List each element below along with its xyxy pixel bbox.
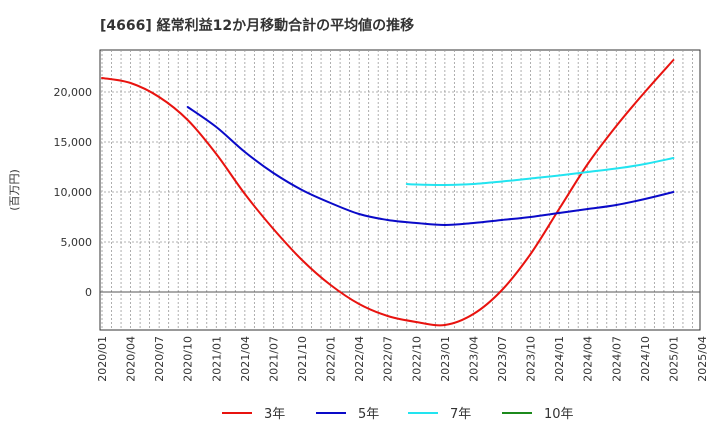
y-axis: 0 5,000 10,000 15,000 20,000 [54, 86, 93, 299]
series-line-3 [405, 157, 675, 187]
x-tick-label: 2021/04 [239, 336, 252, 382]
series-line-2 [186, 106, 675, 226]
plot-area [99, 49, 701, 331]
x-tick-label: 2025/04 [696, 336, 709, 382]
y-axis-label: (百万円) [8, 169, 21, 211]
x-tick-label: 2023/01 [439, 336, 452, 382]
legend-label-4: 10年 [544, 407, 574, 422]
series-line-1 [101, 59, 675, 327]
x-tick-label: 2022/07 [382, 336, 395, 382]
series-layer [101, 59, 675, 327]
y-tick-label: 20,000 [54, 86, 93, 99]
x-axis: 2020/01 2020/04 2020/07 2020/10 2021/01 2021/… [96, 336, 709, 382]
grid-layer [100, 50, 700, 330]
x-tick-label: 2024/04 [582, 336, 595, 382]
x-tick-label: 2025/01 [667, 336, 680, 382]
y-tick-label: 5,000 [61, 236, 93, 249]
x-tick-label: 2023/04 [467, 336, 480, 382]
x-tick-label: 2024/01 [553, 336, 566, 382]
legend-label-1: 3年 [264, 407, 285, 422]
x-tick-label: 2021/07 [267, 336, 280, 382]
x-tick-label: 2020/04 [125, 336, 138, 382]
y-tick-label: 10,000 [54, 186, 93, 199]
x-tick-label: 2023/10 [525, 336, 538, 382]
x-tick-label: 2022/01 [325, 336, 338, 382]
x-tick-label: 2022/10 [410, 336, 423, 382]
x-tick-label: 2023/07 [496, 336, 509, 382]
x-tick-label: 2020/10 [182, 336, 195, 382]
legend: 3年 5年 7年 10年 [222, 407, 574, 422]
x-tick-label: 2024/10 [639, 336, 652, 382]
legend-label-3: 7年 [450, 407, 471, 422]
legend-label-2: 5年 [358, 407, 379, 422]
chart-title: [4666] 経常利益12か月移動合計の平均値の推移 [100, 17, 414, 34]
x-tick-label: 2020/01 [96, 336, 109, 382]
x-tick-label: 2022/04 [353, 336, 366, 382]
x-tick-label: 2020/07 [153, 336, 166, 382]
y-tick-label: 15,000 [54, 136, 93, 149]
x-tick-label: 2021/10 [296, 336, 309, 382]
x-tick-label: 2024/07 [610, 336, 623, 382]
x-tick-label: 2021/01 [210, 336, 223, 382]
y-tick-label: 0 [85, 286, 92, 299]
